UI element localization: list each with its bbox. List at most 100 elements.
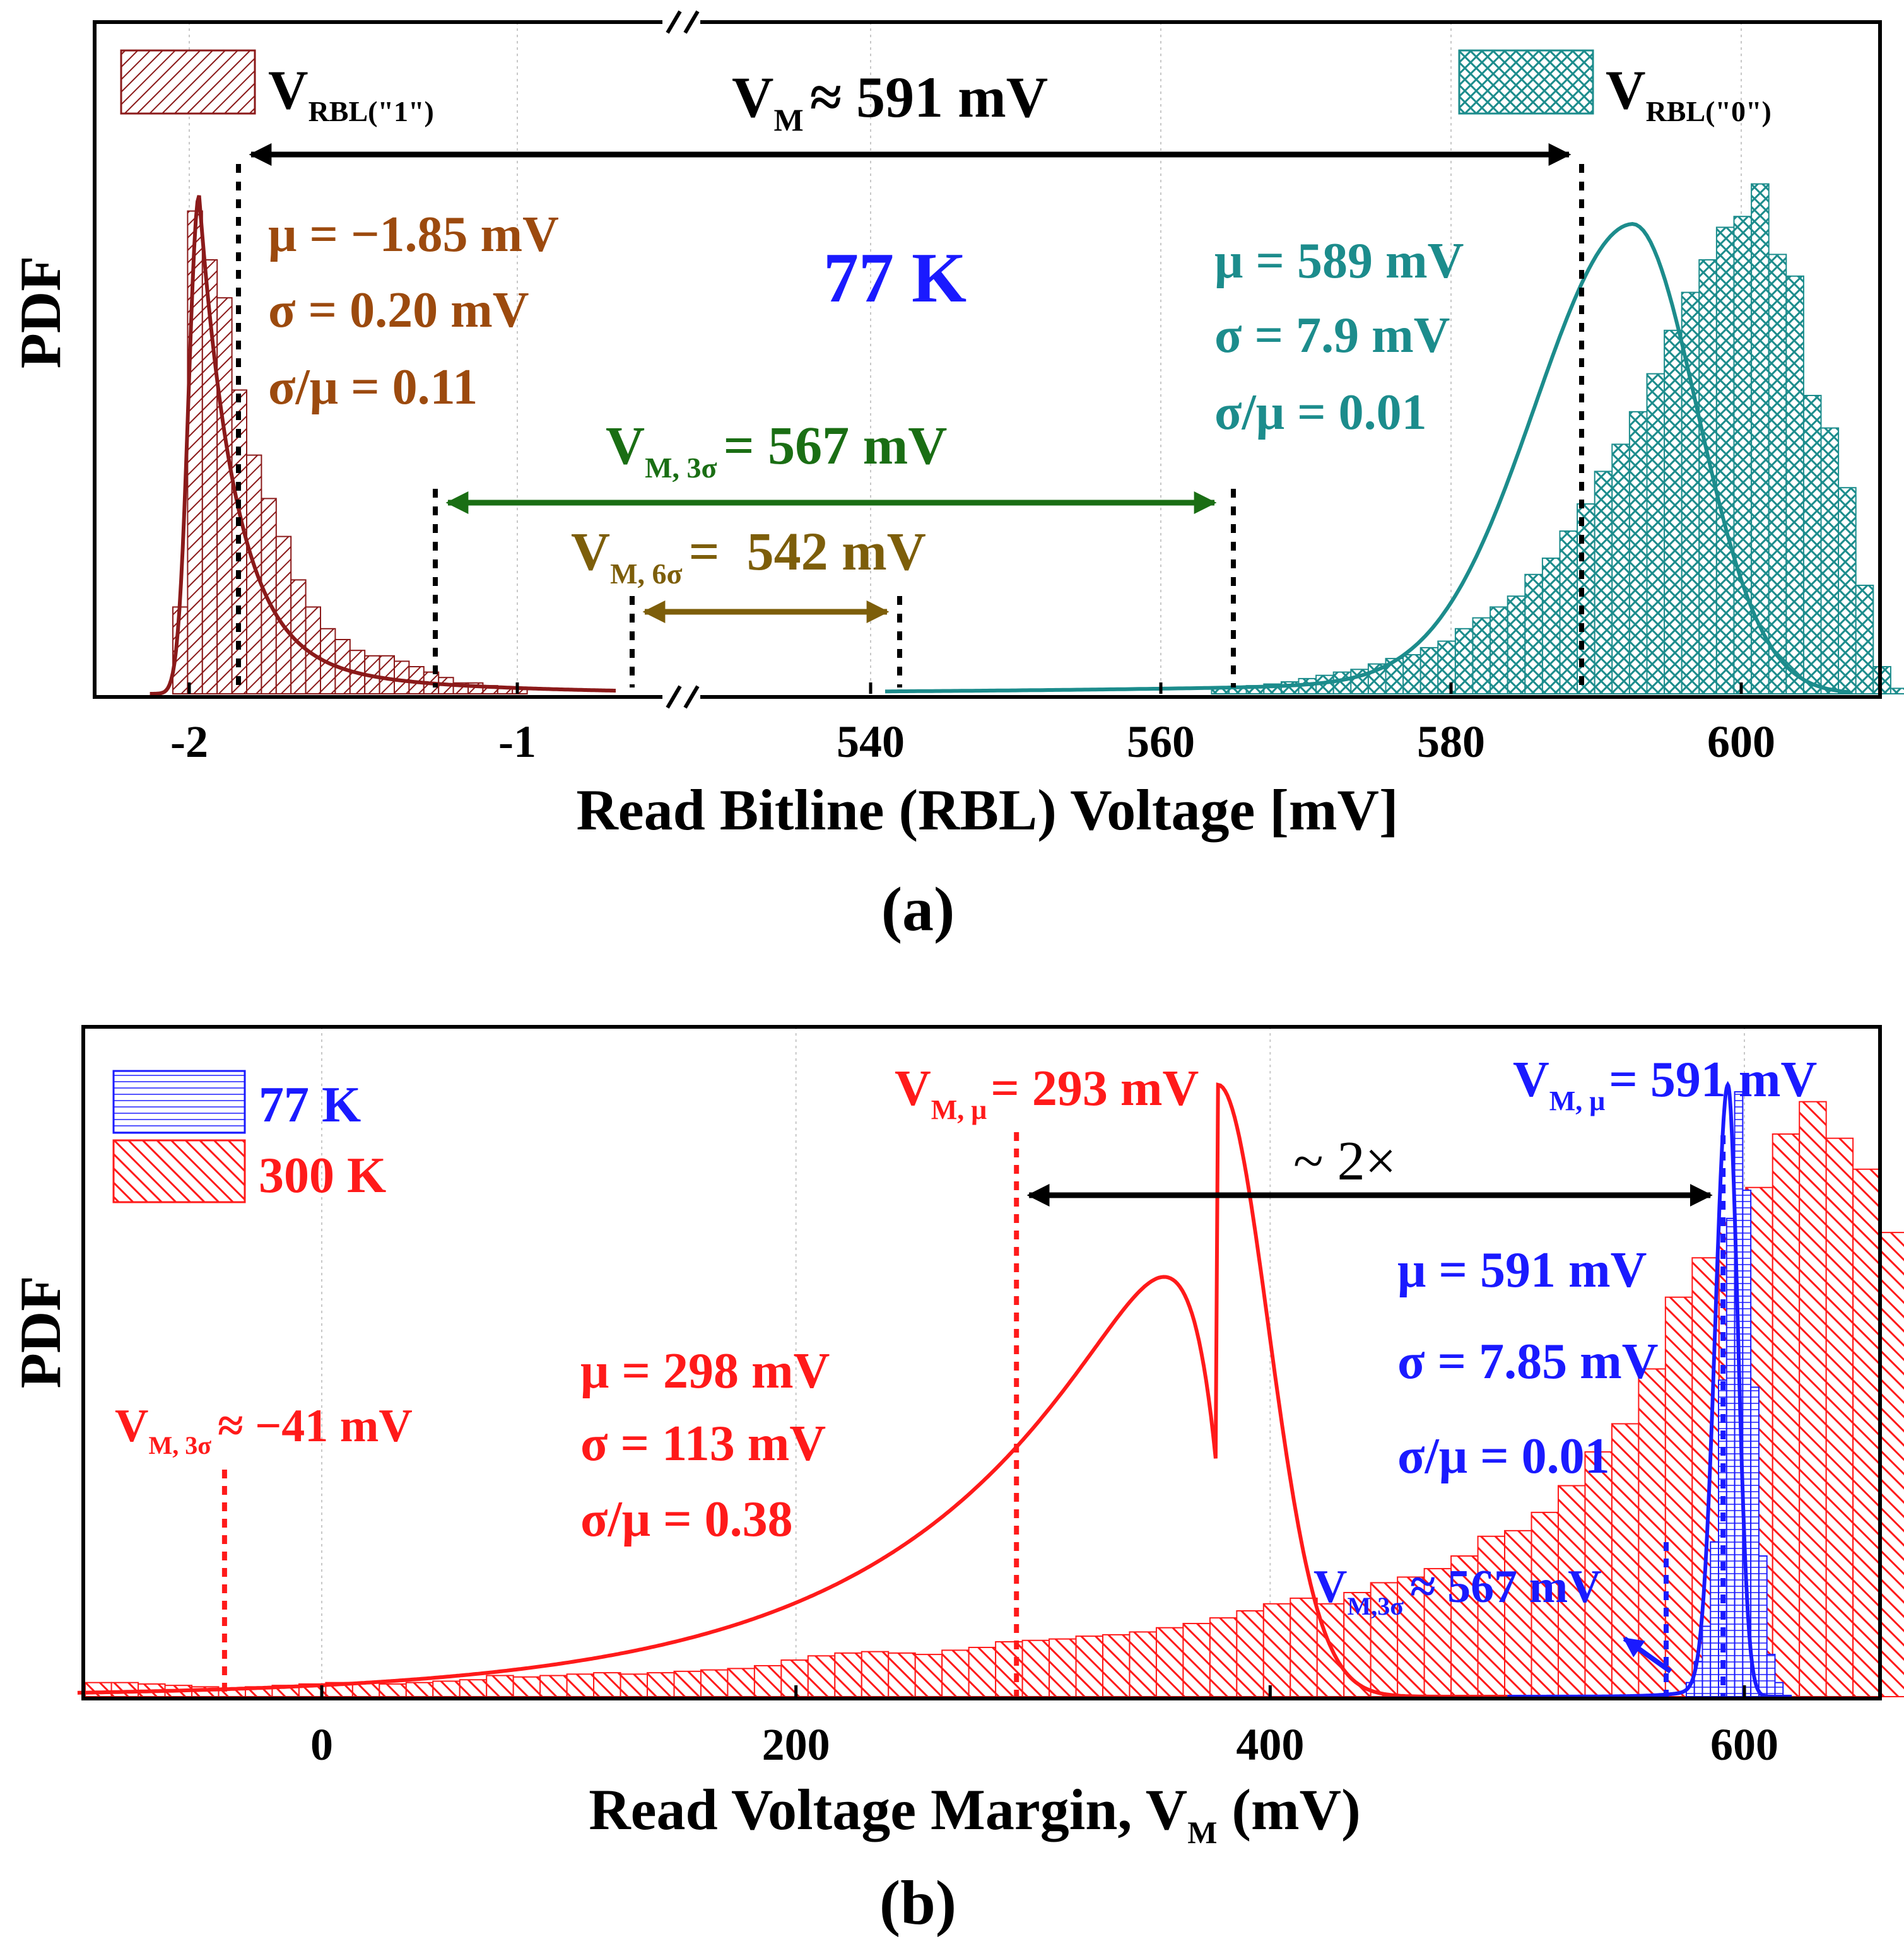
rbl0-bar [1611, 443, 1630, 695]
rbl0-histogram [1211, 183, 1904, 695]
bar-77k [1701, 1625, 1712, 1697]
rbl0-bar [1472, 617, 1491, 694]
panel-a-x-axis-label: Read Bitline (RBL) Voltage [mV] [576, 778, 1398, 842]
rbl0-bar [1524, 573, 1543, 694]
rbl0-bar [1437, 640, 1456, 695]
bar-300k [1879, 1232, 1904, 1697]
bar-300k [1343, 1591, 1372, 1697]
bar-300k [1638, 1368, 1666, 1697]
bar-300k [941, 1649, 970, 1697]
bar-300k [1477, 1535, 1506, 1698]
panel-a-y-axis-label: PDF [8, 256, 73, 369]
panel-b-y-axis-label: PDF [8, 1276, 73, 1389]
x-tick-label: 540 [837, 717, 905, 767]
panel-b-x-axis-label: Read Voltage Margin, VM (mV) [589, 1777, 1361, 1850]
bar-300k [110, 1682, 139, 1697]
rbl0-ratio-stat: σ/μ = 0.01 [1214, 385, 1427, 440]
x-tick-label: 560 [1127, 717, 1195, 767]
stat-77k-ratio: σ/μ = 0.01 [1397, 1429, 1610, 1484]
bar-77k [1774, 1682, 1784, 1697]
rbl0-bar [1855, 585, 1874, 694]
rbl1-bar [379, 655, 395, 695]
temperature-label: 77 K [823, 239, 967, 317]
rbl0-bar [1838, 487, 1857, 694]
rbl0-bar [1715, 226, 1735, 694]
rbl0-bar [1559, 530, 1578, 694]
stat-300k-mu: μ = 298 mV [580, 1343, 830, 1399]
legend-rbl0-swatch [1458, 49, 1594, 115]
bar-300k [753, 1664, 782, 1697]
bar-300k [486, 1675, 514, 1698]
rbl0-bar [1751, 183, 1770, 695]
panel-b-x-ticks: 0 200 400 600 [310, 1685, 1778, 1770]
x-tick-label: -2 [170, 717, 208, 767]
bar-300k [1772, 1133, 1801, 1697]
bar-300k [1129, 1631, 1157, 1697]
rbl0-bar [1768, 254, 1787, 694]
rbl1-bar [187, 210, 203, 695]
legend-300k-label: 300 K [259, 1148, 386, 1203]
rbl1-fit-curve [150, 195, 616, 696]
panel-a-chart: -2 -1 540 560 580 600 Read Bitline (RBL) Volt… [8, 10, 1904, 944]
bar-300k [1825, 1137, 1854, 1697]
legend-rbl0-label: VRBL("0") [1606, 60, 1772, 127]
bar-300k [1504, 1530, 1532, 1698]
panel-b-label: (b) [879, 1868, 956, 1938]
bar-300k [539, 1675, 568, 1698]
bar-300k [1021, 1639, 1050, 1698]
bar-300k [432, 1680, 461, 1697]
rbl0-bar [1402, 654, 1421, 694]
bar-300k [1584, 1451, 1613, 1697]
vm-6sigma-label: VM, 6σ = 542 mV [571, 521, 926, 590]
bar-300k [995, 1641, 1023, 1698]
stat-77k-sigma: σ = 7.85 mV [1397, 1334, 1659, 1389]
rbl1-sigma-stat: σ = 0.20 mV [268, 283, 529, 338]
x-tick-label: 600 [1707, 717, 1775, 767]
rbl0-bar [1872, 666, 1891, 694]
bar-300k [1102, 1634, 1131, 1697]
bar-77k [1710, 1541, 1720, 1697]
bar-77k [1766, 1654, 1776, 1698]
rbl0-mu-stat: μ = 589 mV [1214, 233, 1464, 289]
vm-3sigma-label: VM, 3σ = 567 mV [606, 415, 947, 484]
bar-300k [1611, 1423, 1640, 1697]
rbl0-bar [1889, 687, 1904, 695]
bar-300k [834, 1652, 862, 1698]
rbl0-bar [1820, 427, 1840, 694]
bar-300k [1370, 1582, 1399, 1698]
rbl1-ratio-stat: σ/μ = 0.11 [268, 360, 478, 415]
vm-mu-300k-label: VM, μ= 293 mV [895, 1061, 1199, 1125]
rbl0-bar [1802, 395, 1822, 694]
bar-300k [861, 1651, 890, 1697]
bar-300k [1182, 1623, 1211, 1698]
bar-300k [673, 1670, 702, 1698]
rbl0-bar [1785, 275, 1804, 694]
panel-a-label: (a) [881, 874, 955, 944]
rbl0-bar [1646, 373, 1666, 694]
bar-300k [727, 1668, 755, 1697]
bar-300k [1531, 1511, 1559, 1698]
x-tick-label: 580 [1417, 717, 1485, 767]
bar-300k [566, 1673, 595, 1698]
panel-a-axes-frame [93, 20, 1882, 699]
x-tick-label: 400 [1236, 1719, 1304, 1770]
vm-margin-label: VM ≈ 591 mV [732, 65, 1048, 137]
vm-3sigma-77k-label: VM,3σ ≈ 567 mV [1313, 1561, 1602, 1620]
x-tick-label: 200 [762, 1719, 830, 1770]
axis-break-bottom-mark [683, 685, 700, 709]
rbl0-bar [1733, 216, 1753, 694]
bar-300k [968, 1646, 997, 1697]
vm-3sigma-300k-label: VM, 3σ ≈ −41 mV [115, 1400, 413, 1459]
legend-77k-swatch [112, 1070, 246, 1134]
bar-300k [405, 1682, 434, 1697]
axis-break-top-mark [683, 10, 700, 34]
bar-300k [1799, 1101, 1827, 1697]
bar-300k [459, 1679, 488, 1697]
bar-300k [85, 1682, 112, 1697]
bar-300k [1155, 1627, 1184, 1697]
bar-300k [1262, 1603, 1291, 1698]
legend-rbl1-label: VRBL("1") [268, 60, 434, 127]
x-tick-label: -1 [498, 717, 536, 767]
rbl0-bar [1541, 558, 1561, 694]
rbl1-bar [394, 660, 410, 695]
